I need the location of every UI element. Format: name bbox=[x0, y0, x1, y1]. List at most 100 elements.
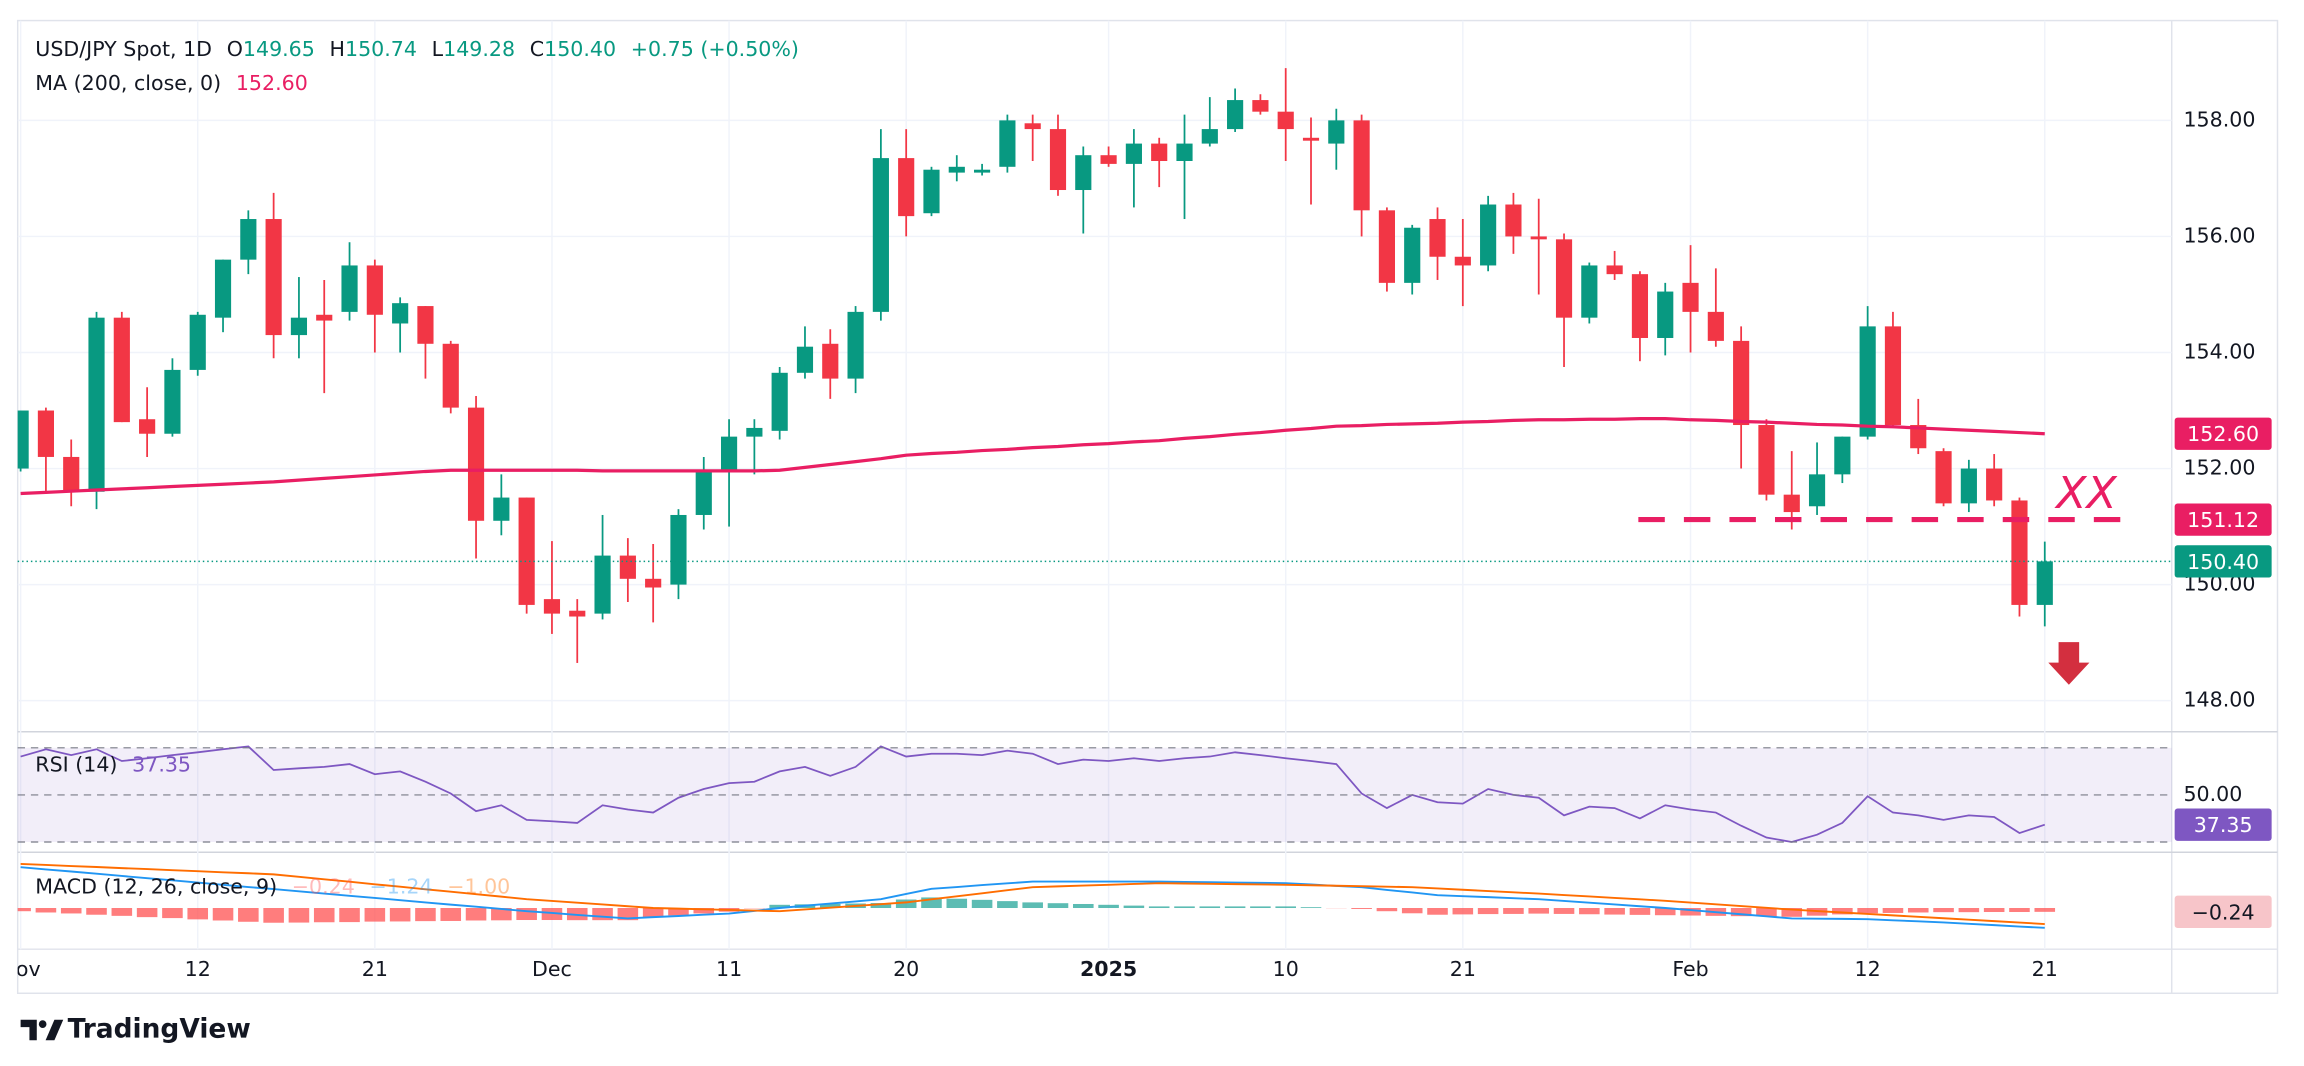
candle-body bbox=[265, 219, 282, 336]
y-tick-label: 150.00 bbox=[2183, 572, 2255, 596]
rsi-line bbox=[20, 745, 2046, 843]
x-tick-label: 11 bbox=[716, 957, 742, 981]
candle-body bbox=[37, 410, 54, 457]
macd-histogram-bar bbox=[1882, 908, 1904, 913]
macd-histogram-bar bbox=[1604, 908, 1625, 915]
macd-histogram-bar bbox=[1174, 906, 1195, 909]
legend-item: H bbox=[330, 37, 345, 61]
legend-item: MA (200, close, 0) bbox=[35, 71, 221, 95]
macd-histogram-bar bbox=[1275, 906, 1296, 909]
candle-body bbox=[746, 427, 763, 437]
macd-histogram-bar bbox=[1123, 905, 1145, 909]
macd-histogram-bar bbox=[769, 904, 790, 909]
macd-histogram-bar bbox=[1781, 908, 1803, 917]
x-tick-label: 20 bbox=[893, 957, 919, 981]
macd-histogram-bar bbox=[1250, 906, 1271, 909]
macd-histogram-bar bbox=[1654, 908, 1676, 916]
candle-body bbox=[1884, 326, 1902, 426]
price-badge-label: −0.24 bbox=[2192, 900, 2255, 924]
candle-body bbox=[1910, 425, 1927, 449]
macd-histogram-bar bbox=[1680, 908, 1701, 916]
candle-body bbox=[1302, 137, 1320, 141]
macd-histogram-bar bbox=[870, 903, 892, 909]
price-badge-label: 150.40 bbox=[2187, 550, 2259, 574]
down-arrow bbox=[2048, 642, 2090, 685]
macd-histogram-bar bbox=[819, 903, 841, 909]
legend-item: USD/JPY Spot, 1D bbox=[35, 37, 212, 61]
macd-histogram-bar bbox=[136, 908, 158, 918]
macd-histogram-bar bbox=[263, 908, 284, 923]
macd-histogram-bar bbox=[389, 908, 411, 922]
macd-histogram-bar bbox=[1730, 908, 1752, 917]
macd-histogram-bar bbox=[2009, 908, 2030, 913]
legend-item: O bbox=[227, 37, 243, 61]
macd-histogram-bar bbox=[1351, 908, 1372, 909]
candle-body bbox=[1530, 236, 1547, 240]
macd-histogram-bar bbox=[971, 899, 993, 909]
legend-item: MACD (12, 26, close, 9) bbox=[35, 874, 277, 898]
rsi-tick-label: 50.00 bbox=[2183, 782, 2242, 806]
macd-histogram-bar bbox=[17, 908, 31, 912]
candle-body bbox=[670, 514, 687, 585]
macd-histogram-bar bbox=[1629, 908, 1651, 915]
macd-histogram-bar bbox=[1224, 906, 1246, 909]
candle-body bbox=[1505, 204, 1522, 237]
x-tick-label: 2025 bbox=[1080, 957, 1137, 981]
legend-item: 37.35 bbox=[132, 753, 191, 777]
tradingview-logo bbox=[20, 1019, 64, 1041]
y-tick-label: 158.00 bbox=[2183, 107, 2255, 131]
macd-histogram-bar bbox=[1756, 908, 1777, 917]
plot-area: Nov 12 21 Dec 11 20 2025 10 21 Feb 12 21 bbox=[17, 20, 2172, 981]
macd-histogram-bar bbox=[313, 908, 335, 923]
candle-body bbox=[1201, 129, 1218, 144]
macd-histogram-bar bbox=[1933, 908, 1954, 913]
macd-histogram-bar bbox=[1199, 906, 1221, 909]
macd-histogram-bar bbox=[1983, 908, 2005, 913]
candle-body bbox=[594, 555, 611, 614]
macd-histogram-bar bbox=[1427, 908, 1448, 915]
y-tick-label: 154.00 bbox=[2183, 339, 2255, 363]
legend-item: 149.28 bbox=[443, 37, 515, 61]
macd-histogram-bar bbox=[592, 908, 613, 921]
macd-histogram-bar bbox=[642, 908, 664, 918]
candle-body bbox=[1581, 265, 1598, 318]
candle-body bbox=[493, 497, 510, 521]
candle-body bbox=[139, 419, 156, 434]
candle-body bbox=[1277, 111, 1294, 130]
candle-body bbox=[366, 265, 383, 315]
price-badge-label: 152.60 bbox=[2187, 422, 2259, 446]
x-tick-label: 10 bbox=[1273, 957, 1299, 981]
macd-histogram-bar bbox=[1477, 908, 1499, 915]
legend: MACD (12, 26, close, 9) −0.24 −1.24 −1.00 bbox=[35, 874, 510, 898]
macd-histogram-bar bbox=[364, 908, 386, 922]
y-tick-label: 152.00 bbox=[2183, 456, 2255, 480]
macd-histogram-bar bbox=[1047, 903, 1069, 909]
candle-body bbox=[1733, 340, 1750, 426]
macd-histogram-bar bbox=[465, 908, 487, 921]
candle-body bbox=[1404, 227, 1421, 283]
price-badge-label: 37.35 bbox=[2194, 813, 2253, 837]
candle-body bbox=[189, 314, 206, 370]
candle-body bbox=[164, 369, 181, 434]
candle-body bbox=[1151, 143, 1168, 161]
candle-body bbox=[796, 346, 814, 373]
candle-body bbox=[1328, 120, 1345, 144]
candle-body bbox=[822, 343, 839, 379]
candle-body bbox=[695, 471, 712, 515]
legend-item: 149.65 bbox=[243, 37, 315, 61]
macd-histogram-bar bbox=[440, 908, 462, 921]
candle-body bbox=[1783, 494, 1800, 513]
macd-histogram-bar bbox=[1958, 908, 1980, 913]
candle-body bbox=[1682, 282, 1699, 312]
macd-histogram-bar bbox=[35, 908, 57, 913]
macd-histogram-bar bbox=[2034, 908, 2056, 912]
macd-histogram-bar bbox=[1907, 908, 1929, 913]
candle-body bbox=[999, 120, 1016, 167]
candle-body bbox=[1834, 436, 1851, 475]
candle-body bbox=[1125, 143, 1142, 164]
candle-body bbox=[316, 314, 333, 321]
macd-histogram-bar bbox=[895, 899, 917, 909]
x-tick-label: 21 bbox=[2032, 957, 2058, 981]
candle-body bbox=[1657, 291, 1674, 338]
macd-histogram-bar bbox=[187, 908, 209, 920]
